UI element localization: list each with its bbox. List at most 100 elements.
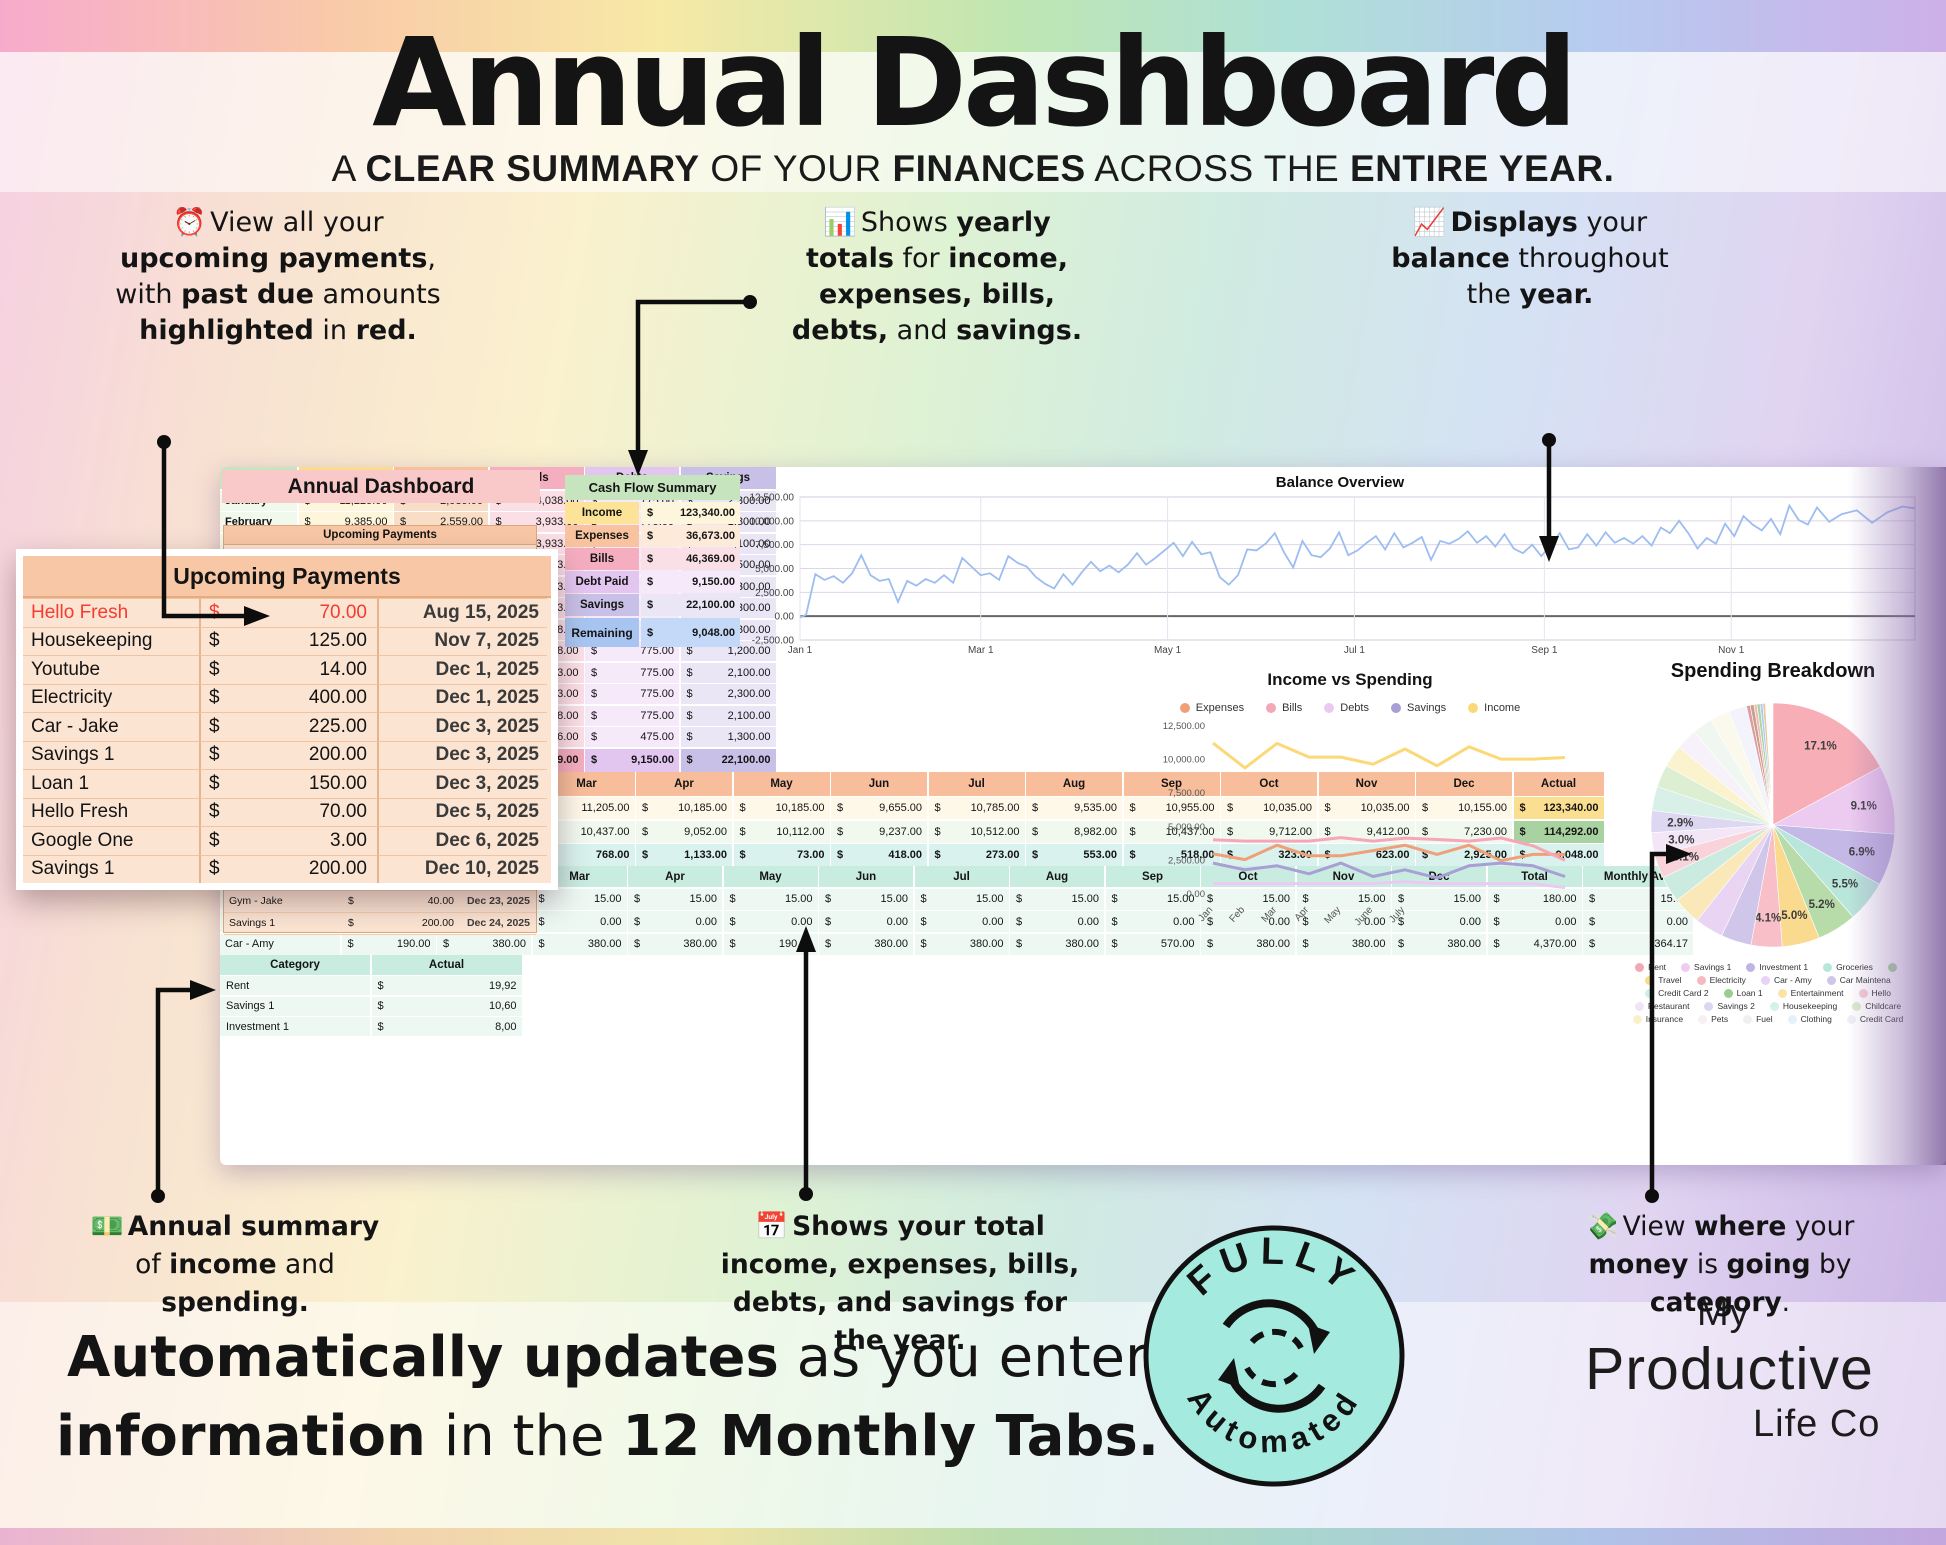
column-header[interactable]: Aug <box>1026 771 1122 796</box>
spend-value[interactable]: $15.00 <box>914 888 1009 910</box>
cash-flow-row[interactable]: Expenses $36,673.00 <box>565 525 740 547</box>
month-value[interactable]: $775.00 <box>585 705 679 726</box>
cash-flow-row[interactable]: Bills $46,369.00 <box>565 548 740 570</box>
total-value[interactable]: $418.00 <box>831 844 927 866</box>
spend-value[interactable]: $15.00 <box>1201 888 1295 910</box>
spend-value[interactable]: $380.00 <box>1201 933 1295 955</box>
upcoming-payments-popup[interactable]: Upcoming Payments Hello Fresh $70.00 Aug 1… <box>16 549 558 890</box>
spend-value[interactable]: $380.00 <box>628 933 722 955</box>
column-header[interactable]: May <box>733 771 830 796</box>
spend-total[interactable]: $180.00 <box>1487 888 1582 910</box>
cash-flow-row[interactable]: Remaining $9,048.00 <box>565 618 740 647</box>
cash-flow-value[interactable]: $36,673.00 <box>641 525 740 547</box>
column-header[interactable]: May <box>723 866 818 887</box>
spend-value[interactable]: $0.00 <box>628 911 722 932</box>
total-value[interactable]: $9,237.00 <box>831 820 927 843</box>
spend-value[interactable]: $380.00 <box>819 933 913 955</box>
payment-row[interactable]: Youtube $14.00 Dec 1, 2025 <box>23 655 551 684</box>
spend-value[interactable]: $380.00 <box>1010 933 1104 955</box>
total-value[interactable]: $8,982.00 <box>1026 820 1122 843</box>
column-header[interactable]: Actual <box>1513 771 1604 796</box>
column-header[interactable]: Jul <box>914 866 1009 887</box>
total-value[interactable]: $10,185.00 <box>733 797 830 819</box>
spend-value[interactable]: $380.00 <box>1392 933 1486 955</box>
cash-flow-value[interactable]: $9,048.00 <box>641 618 740 647</box>
category-value[interactable]: $10,60 <box>371 996 522 1016</box>
spend-value[interactable]: $380.00 <box>532 933 627 955</box>
category-value[interactable]: $19,92 <box>371 976 522 995</box>
spend-value[interactable]: $15.00 <box>723 888 818 910</box>
column-header[interactable]: Apr <box>628 866 722 887</box>
total-value[interactable]: $10,437.00 <box>1123 820 1220 843</box>
month-value[interactable]: $475.00 <box>585 727 679 747</box>
month-value[interactable]: $775.00 <box>585 684 679 704</box>
month-value[interactable]: $9,150.00 <box>585 748 679 772</box>
total-value[interactable]: $518.00 <box>1123 844 1220 866</box>
month-value[interactable]: $2,300.00 <box>680 684 776 704</box>
month-value[interactable]: $22,100.00 <box>680 748 776 772</box>
total-value[interactable]: $10,955.00 <box>1123 797 1220 819</box>
total-value[interactable]: $9,052.00 <box>636 820 732 843</box>
payment-row[interactable]: Loan 1 $150.00 Dec 3, 2025 <box>23 769 551 798</box>
payment-row[interactable]: Google One $3.00 Dec 6, 2025 <box>23 826 551 855</box>
total-value[interactable]: $273.00 <box>928 844 1025 866</box>
spend-value[interactable]: $15.00 <box>1010 888 1104 910</box>
total-value[interactable]: $10,185.00 <box>636 797 732 819</box>
total-value[interactable]: $10,035.00 <box>1318 797 1415 819</box>
spend-value[interactable]: $0.00 <box>819 911 913 932</box>
spend-total[interactable]: $4,370.00 <box>1487 933 1582 955</box>
payment-row[interactable]: Car - Jake $225.00 Dec 3, 2025 <box>23 712 551 741</box>
spend-value[interactable]: $15.00 <box>628 888 722 910</box>
total-value[interactable]: $10,437.00 <box>538 820 635 843</box>
column-header[interactable]: Sep <box>1123 771 1220 796</box>
payment-row[interactable]: Savings 1 $200.00 Dec 10, 2025 <box>23 854 551 883</box>
column-header[interactable]: Sep <box>1105 866 1200 887</box>
payment-row[interactable]: Electricity $400.00 Dec 1, 2025 <box>23 683 551 712</box>
payment-row[interactable]: Hello Fresh $70.00 Aug 15, 2025 <box>23 598 551 627</box>
spend-value[interactable]: $0.00 <box>1201 911 1295 932</box>
total-value[interactable]: $553.00 <box>1026 844 1122 866</box>
spend-value[interactable]: $15.00 <box>532 888 627 910</box>
total-value[interactable]: $10,512.00 <box>928 820 1025 843</box>
cash-flow-row[interactable]: Savings $22,100.00 <box>565 594 740 616</box>
category-value[interactable]: $8,00 <box>371 1017 522 1036</box>
spend-value[interactable]: $190.00 <box>723 933 818 955</box>
total-value[interactable]: $10,785.00 <box>928 797 1025 819</box>
cash-flow-value[interactable]: $46,369.00 <box>641 548 740 570</box>
total-value[interactable]: $73.00 <box>733 844 830 866</box>
column-header[interactable]: Dec <box>1416 771 1512 796</box>
payment-row[interactable]: Savings 1 $200.00 Dec 3, 2025 <box>23 740 551 769</box>
actual-value[interactable]: $123,340.00 <box>1513 797 1604 819</box>
column-header[interactable]: Category <box>220 954 370 975</box>
spend-value[interactable]: $570.00 <box>1105 933 1200 955</box>
month-value[interactable]: $2,100.00 <box>680 705 776 726</box>
column-header[interactable]: Jun <box>831 771 927 796</box>
cash-flow-row[interactable]: Income $123,340.00 <box>565 502 740 524</box>
spend-value[interactable]: $0.00 <box>723 911 818 932</box>
month-value[interactable]: $775.00 <box>585 662 679 683</box>
spend-value[interactable]: $15.00 <box>819 888 913 910</box>
total-value[interactable]: $10,035.00 <box>1221 797 1317 819</box>
column-header[interactable]: Jul <box>928 771 1025 796</box>
column-header[interactable]: Actual <box>371 954 522 975</box>
column-header[interactable]: Jun <box>819 866 913 887</box>
total-value[interactable]: $9,712.00 <box>1221 820 1317 843</box>
spend-value[interactable]: $0.00 <box>1105 911 1200 932</box>
category-label[interactable]: Car - Amy <box>220 933 340 955</box>
total-value[interactable]: $9,655.00 <box>831 797 927 819</box>
spend-value[interactable]: $15.00 <box>1392 888 1486 910</box>
month-value[interactable]: $2,100.00 <box>680 662 776 683</box>
spend-value[interactable]: $380.00 <box>914 933 1009 955</box>
cash-flow-value[interactable]: $123,340.00 <box>641 502 740 524</box>
month-value[interactable]: $1,300.00 <box>680 727 776 747</box>
payment-row[interactable]: Housekeeping $125.00 Nov 7, 2025 <box>23 626 551 655</box>
actual-value[interactable]: $114,292.00 <box>1513 820 1604 843</box>
spend-value[interactable]: $0.00 <box>1392 911 1486 932</box>
column-header[interactable]: Oct <box>1201 866 1295 887</box>
column-header[interactable]: Nov <box>1318 771 1415 796</box>
payment-row[interactable]: Gym - Jake $40.00 Dec 23, 2025 <box>224 891 536 913</box>
column-header[interactable]: Total <box>1487 866 1582 887</box>
total-value[interactable]: $1,133.00 <box>636 844 732 866</box>
spend-value[interactable]: $0.00 <box>532 911 627 932</box>
spend-value[interactable]: $380.00 <box>1296 933 1391 955</box>
